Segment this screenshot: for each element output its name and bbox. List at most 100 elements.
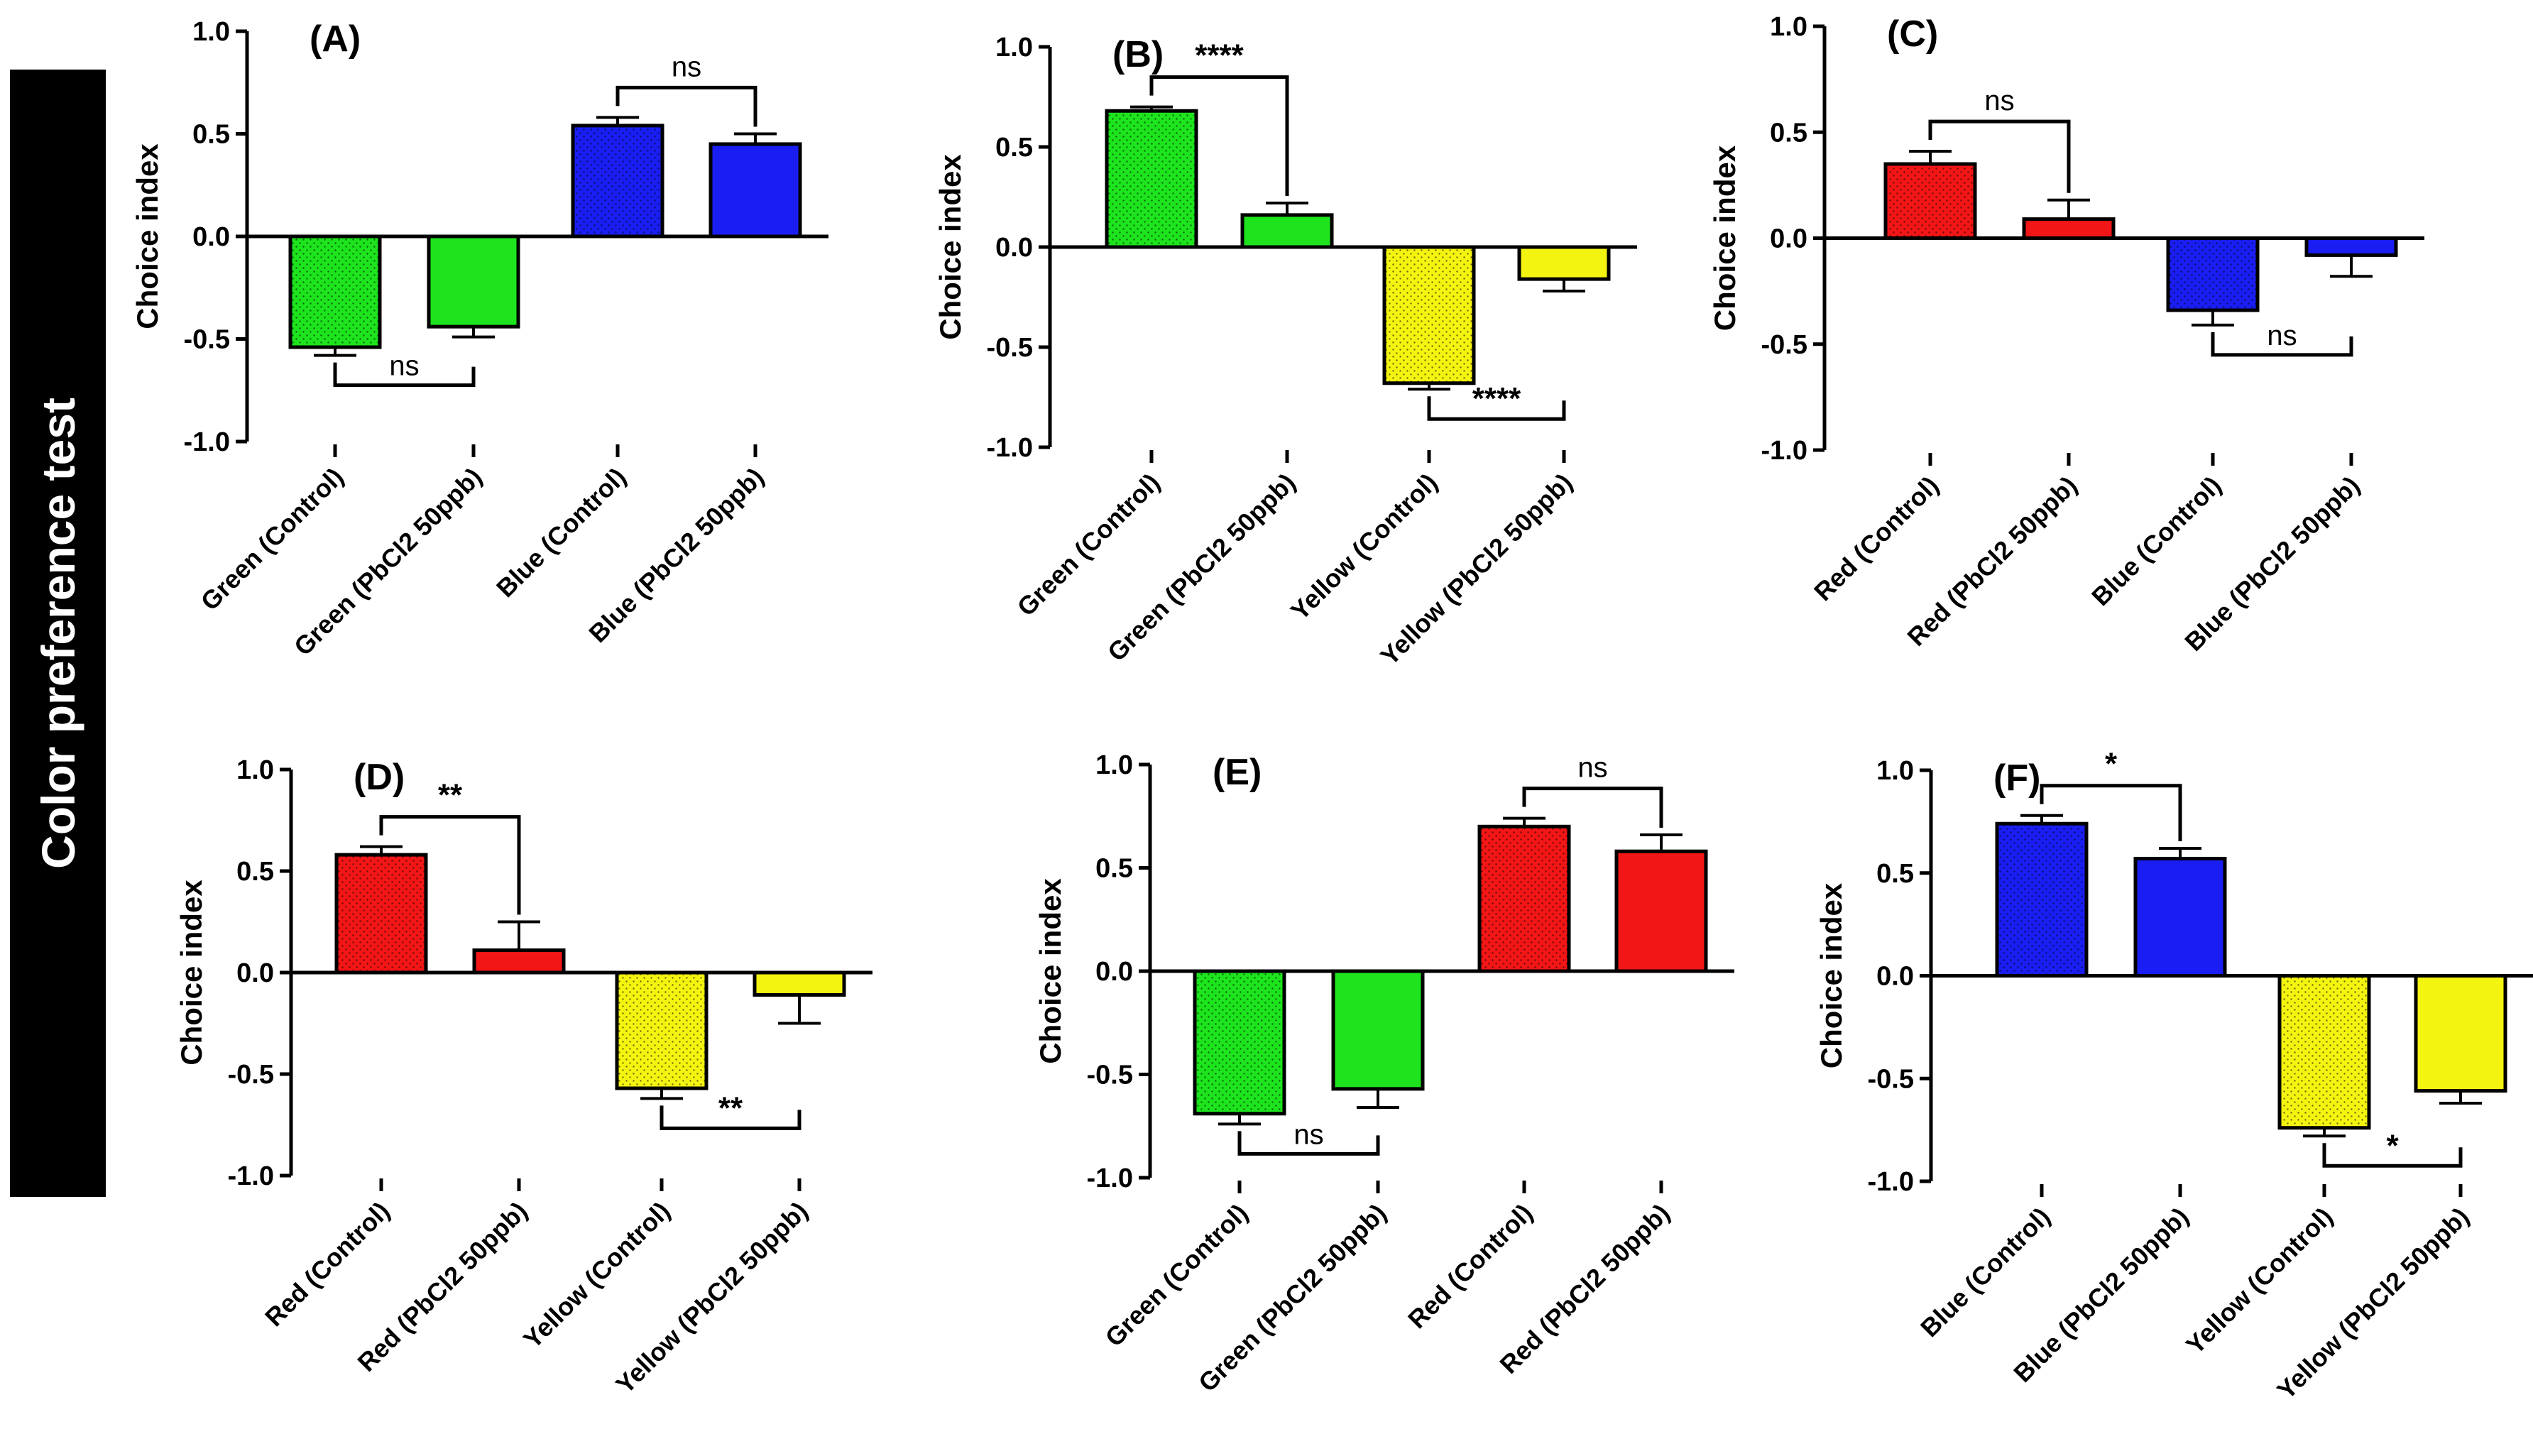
x-category-label: Red (Control) [259, 1196, 395, 1332]
significance-label: ns [389, 351, 419, 382]
significance-label: **** [1472, 381, 1521, 416]
y-tick-label: 1.0 [236, 755, 274, 785]
chart-panel-4: -1.0 -0.5 0.0 0.5 1.0 Choice index (D) Red (Con… [175, 755, 872, 1399]
y-axis-title: Choice index [1815, 882, 1848, 1068]
panel-label: (A) [310, 18, 361, 60]
y-tick-label: 0.0 [236, 958, 274, 988]
significance-label: ** [718, 1090, 743, 1125]
x-category-label: Yellow (Control) [2180, 1202, 2338, 1360]
y-axis-title: Choice index [1708, 145, 1741, 331]
significance-label: * [2105, 747, 2118, 782]
significance-bracket [2322, 1143, 2463, 1168]
chart-panel-5: -1.0 -0.5 0.0 0.5 1.0 Choice index (E) Green (C… [1034, 750, 1734, 1397]
significance-bracket [1237, 1131, 1380, 1156]
bar [2133, 856, 2227, 978]
y-tick-label: 0.0 [1770, 224, 1807, 254]
significance-bracket [379, 815, 521, 915]
significance-label: **** [1195, 38, 1244, 73]
bar-dot-texture [573, 125, 662, 236]
y-axis-title: Choice index [131, 143, 164, 329]
significance-bracket [2040, 784, 2182, 842]
bar-dot-texture [2280, 975, 2369, 1128]
y-tick-label: -1.0 [987, 433, 1033, 463]
y-tick-label: 0.5 [995, 133, 1033, 163]
y-tick-label: 0.0 [192, 222, 230, 252]
bar [709, 142, 802, 239]
panel-label: (D) [354, 757, 405, 798]
y-tick-label: -1.0 [184, 427, 230, 457]
significance-label: ns [1577, 752, 1607, 784]
y-tick-label: -0.5 [1868, 1064, 1914, 1094]
y-tick-label: 0.5 [1770, 118, 1807, 148]
significance-bracket [616, 85, 757, 127]
significance-bracket [333, 362, 476, 388]
bar-dot-texture [617, 973, 706, 1089]
x-category-label: Green (Control) [1012, 468, 1166, 622]
significance-bracket [660, 1105, 802, 1130]
x-category-label: Blue (Control) [1915, 1202, 2056, 1343]
bar [472, 948, 566, 975]
bar-dot-texture [1479, 826, 1569, 971]
bar [1517, 245, 1611, 281]
bar-dot-texture [1195, 971, 1284, 1114]
significance-bracket [1427, 396, 1566, 421]
y-tick-label: -1.0 [1868, 1167, 1914, 1197]
x-category-label: Red (Control) [1808, 471, 1944, 607]
x-category-label: Red (Control) [1402, 1198, 1538, 1335]
panel-label: (F) [1993, 757, 2040, 799]
bar-dot-texture [290, 236, 380, 348]
bar [1331, 969, 1425, 1091]
chart-panel-3: -1.0 -0.5 0.0 0.5 1.0 Choice index (C) Red (Con… [1708, 12, 2424, 657]
y-tick-label: -0.5 [1087, 1061, 1133, 1090]
bar-dot-texture [1886, 164, 1975, 239]
bar [2414, 974, 2507, 1093]
significance-bracket [1928, 119, 2071, 193]
bar-dot-texture [1107, 111, 1196, 247]
y-axis-title: Choice index [175, 880, 208, 1066]
panel-label: (E) [1213, 752, 1262, 793]
significance-label: ns [1293, 1119, 1323, 1150]
x-category-label: Green (Control) [1100, 1198, 1254, 1352]
significance-label: ns [1984, 85, 2014, 116]
significance-bracket [2211, 332, 2353, 357]
x-category-label: Blue (Control) [491, 462, 632, 603]
y-tick-label: 0.5 [1095, 854, 1133, 884]
y-tick-label: 1.0 [1095, 750, 1133, 780]
y-tick-label: 0.0 [995, 233, 1033, 263]
y-tick-label: 0.5 [1876, 859, 1914, 889]
bar [1240, 213, 1334, 249]
y-tick-label: -0.5 [228, 1060, 274, 1090]
y-tick-label: -1.0 [1761, 436, 1807, 466]
y-tick-label: 0.0 [1876, 962, 1914, 992]
y-tick-label: -0.5 [1761, 330, 1807, 360]
y-tick-label: 0.5 [192, 120, 230, 150]
bar [427, 234, 520, 329]
chart-panel-2: -1.0 -0.5 0.0 0.5 1.0 Choice index (B) Green (C… [934, 33, 1637, 671]
significance-label: ns [2267, 320, 2297, 351]
significance-label: * [2386, 1128, 2399, 1163]
side-banner: Color preference test [10, 70, 106, 1197]
y-tick-label: 1.0 [192, 17, 230, 47]
significance-label: ** [438, 778, 463, 813]
bar [1614, 849, 1708, 973]
y-tick-label: 0.0 [1095, 957, 1133, 987]
significance-bracket [1149, 75, 1289, 196]
y-tick-label: -1.0 [1087, 1164, 1133, 1193]
significance-bracket [1522, 787, 1663, 828]
panel-label: (B) [1112, 34, 1164, 75]
x-category-label: Yellow (Control) [518, 1196, 676, 1354]
panel-label: (C) [1887, 13, 1938, 55]
y-tick-label: 1.0 [995, 33, 1033, 62]
bar-dot-texture [1384, 247, 1474, 383]
bar [753, 970, 846, 997]
bar-dot-texture [1997, 823, 2086, 976]
y-tick-label: -1.0 [228, 1161, 274, 1191]
x-category-label: Yellow (Control) [1285, 468, 1443, 626]
significance-label: ns [672, 51, 701, 82]
bar-dot-texture [337, 855, 426, 973]
bar [2022, 217, 2116, 241]
chart-panel-6: -1.0 -0.5 0.0 0.5 1.0 Choice index (F) Blue (Co… [1815, 747, 2533, 1405]
y-tick-label: 1.0 [1876, 756, 1914, 786]
y-tick-label: 0.5 [236, 857, 274, 887]
